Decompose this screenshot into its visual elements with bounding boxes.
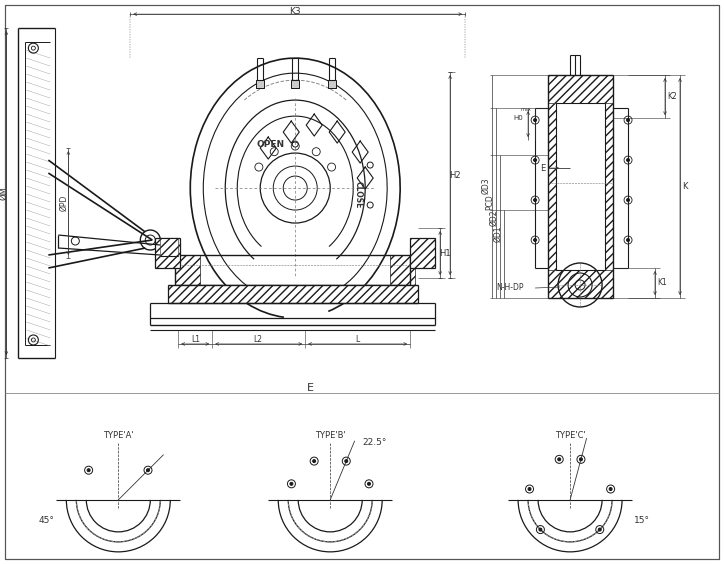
Circle shape (313, 460, 316, 462)
Text: K: K (682, 182, 688, 191)
Text: H2: H2 (450, 170, 461, 179)
Text: L1: L1 (191, 336, 200, 345)
Circle shape (609, 487, 612, 491)
Text: 45°: 45° (38, 516, 54, 525)
Text: ØPD: ØPD (60, 195, 69, 212)
Text: L: L (355, 336, 359, 345)
Bar (175, 255, 201, 285)
Text: ØD1: ØD1 (494, 226, 502, 243)
Text: TYPE'B': TYPE'B' (315, 431, 345, 440)
Circle shape (626, 199, 630, 201)
Circle shape (534, 239, 536, 241)
Circle shape (626, 239, 630, 241)
Text: K3: K3 (290, 7, 301, 16)
Bar (390, 255, 415, 285)
Circle shape (345, 460, 348, 462)
Text: OPEN: OPEN (256, 139, 285, 148)
Text: TYPE'C': TYPE'C' (555, 431, 586, 440)
Circle shape (146, 469, 149, 472)
Text: ØD2: ØD2 (489, 210, 499, 226)
Bar (328, 80, 336, 88)
Text: L2: L2 (253, 336, 263, 345)
Circle shape (528, 487, 531, 491)
Text: K2: K2 (667, 91, 677, 100)
Circle shape (87, 469, 90, 472)
Text: ØM: ØM (0, 186, 8, 200)
Text: PCD: PCD (486, 194, 494, 210)
Bar (570, 75, 580, 83)
Text: H1: H1 (439, 249, 451, 258)
Bar (548, 103, 556, 270)
Circle shape (534, 118, 536, 122)
Text: TYPE'A': TYPE'A' (103, 431, 134, 440)
Text: K1: K1 (657, 279, 667, 288)
Bar (160, 238, 178, 256)
Circle shape (534, 199, 536, 201)
Bar (256, 80, 264, 88)
Text: 22.5°: 22.5° (363, 438, 387, 447)
Circle shape (598, 528, 601, 531)
Text: 15°: 15° (634, 516, 650, 525)
Text: H0: H0 (513, 115, 523, 121)
Text: max: max (521, 107, 531, 112)
Bar (411, 238, 435, 268)
Text: E: E (307, 383, 313, 393)
Text: CLOSE: CLOSE (354, 182, 363, 209)
Circle shape (290, 482, 293, 485)
Circle shape (626, 118, 630, 122)
Bar (548, 75, 613, 103)
Text: ØD3: ØD3 (481, 178, 491, 195)
Circle shape (626, 158, 630, 161)
Circle shape (534, 158, 536, 161)
Bar (605, 103, 613, 270)
Bar (168, 285, 418, 303)
Bar (291, 80, 299, 88)
Circle shape (368, 482, 371, 485)
Text: E: E (541, 164, 546, 173)
Text: N-H-DP: N-H-DP (497, 284, 524, 293)
Circle shape (579, 458, 582, 461)
Circle shape (539, 528, 542, 531)
Circle shape (557, 458, 560, 461)
Bar (548, 270, 613, 298)
Bar (156, 238, 180, 268)
